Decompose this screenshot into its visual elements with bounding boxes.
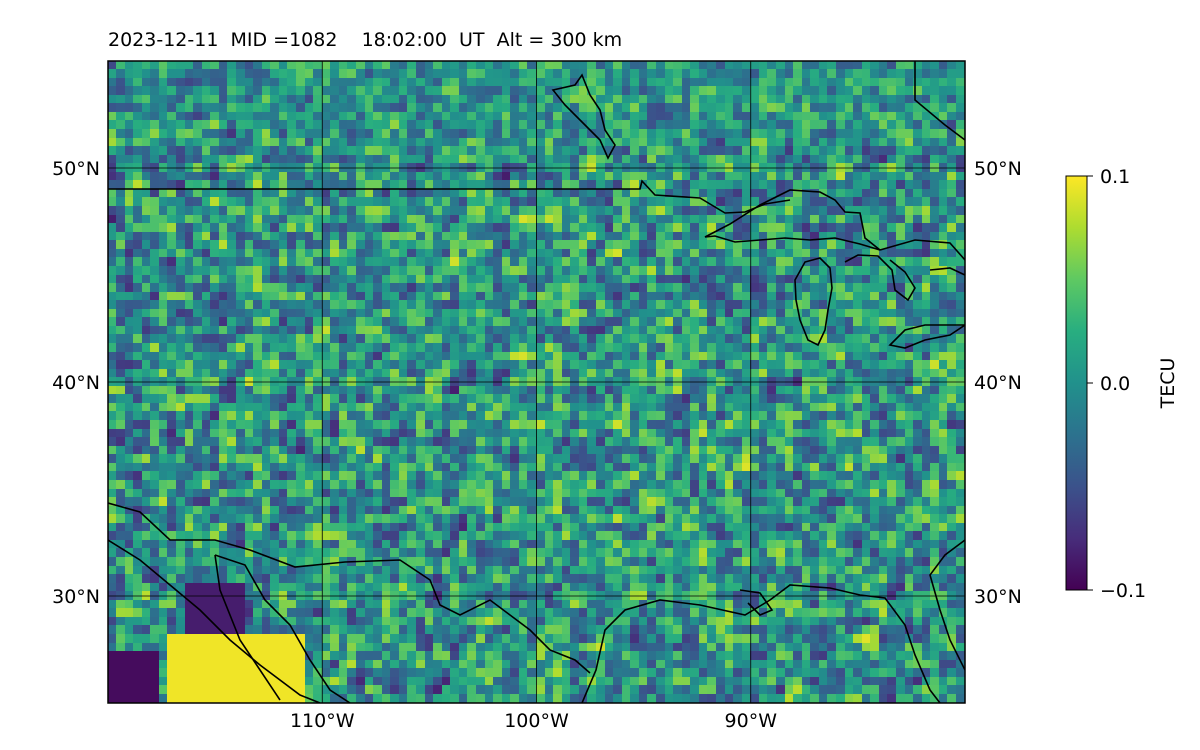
lon-tick-label: 90°W xyxy=(725,710,778,732)
colorbar-tick-label: −0.1 xyxy=(1100,580,1146,602)
lat-tick-label-right: 50°N xyxy=(974,158,1022,180)
colorbar-gradient xyxy=(1065,175,1088,591)
lake-erie xyxy=(888,324,965,349)
lat-tick-label-left: 40°N xyxy=(52,372,100,394)
gulf-of-california xyxy=(214,554,281,701)
plot-title: 2023-12-11 MID =1082 18:02:00 UT Alt = 3… xyxy=(108,29,623,51)
gulf-coast xyxy=(581,584,941,703)
lake-michigan xyxy=(794,257,833,347)
colorbar: 0.1 0.0 −0.1 TECU xyxy=(1065,166,1179,602)
lon-tick-label: 110°W xyxy=(290,710,355,732)
lake-superior xyxy=(704,189,881,251)
lat-tick-label-right: 40°N xyxy=(974,372,1022,394)
hudson-bay-coast xyxy=(551,73,616,160)
tick-labels: 110°W 100°W 90°W 30°N 30°N 40°N 40°N 50°N 50°N xyxy=(52,158,1022,732)
colorbar-tick-label: 0.1 xyxy=(1100,166,1130,188)
florida-coast xyxy=(929,539,965,671)
gridlines xyxy=(108,61,965,703)
lat-tick-label-left: 30°N xyxy=(52,586,100,608)
northeast-coast xyxy=(914,61,965,141)
lat-tick-label-left: 50°N xyxy=(52,158,100,180)
colorbar-ticks: 0.1 0.0 −0.1 xyxy=(1087,166,1146,602)
map-frame xyxy=(107,60,966,704)
lat-tick-label-right: 30°N xyxy=(974,586,1022,608)
colorbar-label: TECU xyxy=(1157,358,1179,410)
lake-huron-east xyxy=(929,267,965,276)
pacific-coast xyxy=(108,539,321,703)
lake-huron xyxy=(844,254,916,302)
lon-tick-label: 100°W xyxy=(504,710,569,732)
colorbar-tick-label: 0.0 xyxy=(1100,373,1130,395)
baja-california xyxy=(214,554,351,703)
canada-us-east-border xyxy=(879,239,965,261)
mississippi-delta xyxy=(739,589,774,616)
